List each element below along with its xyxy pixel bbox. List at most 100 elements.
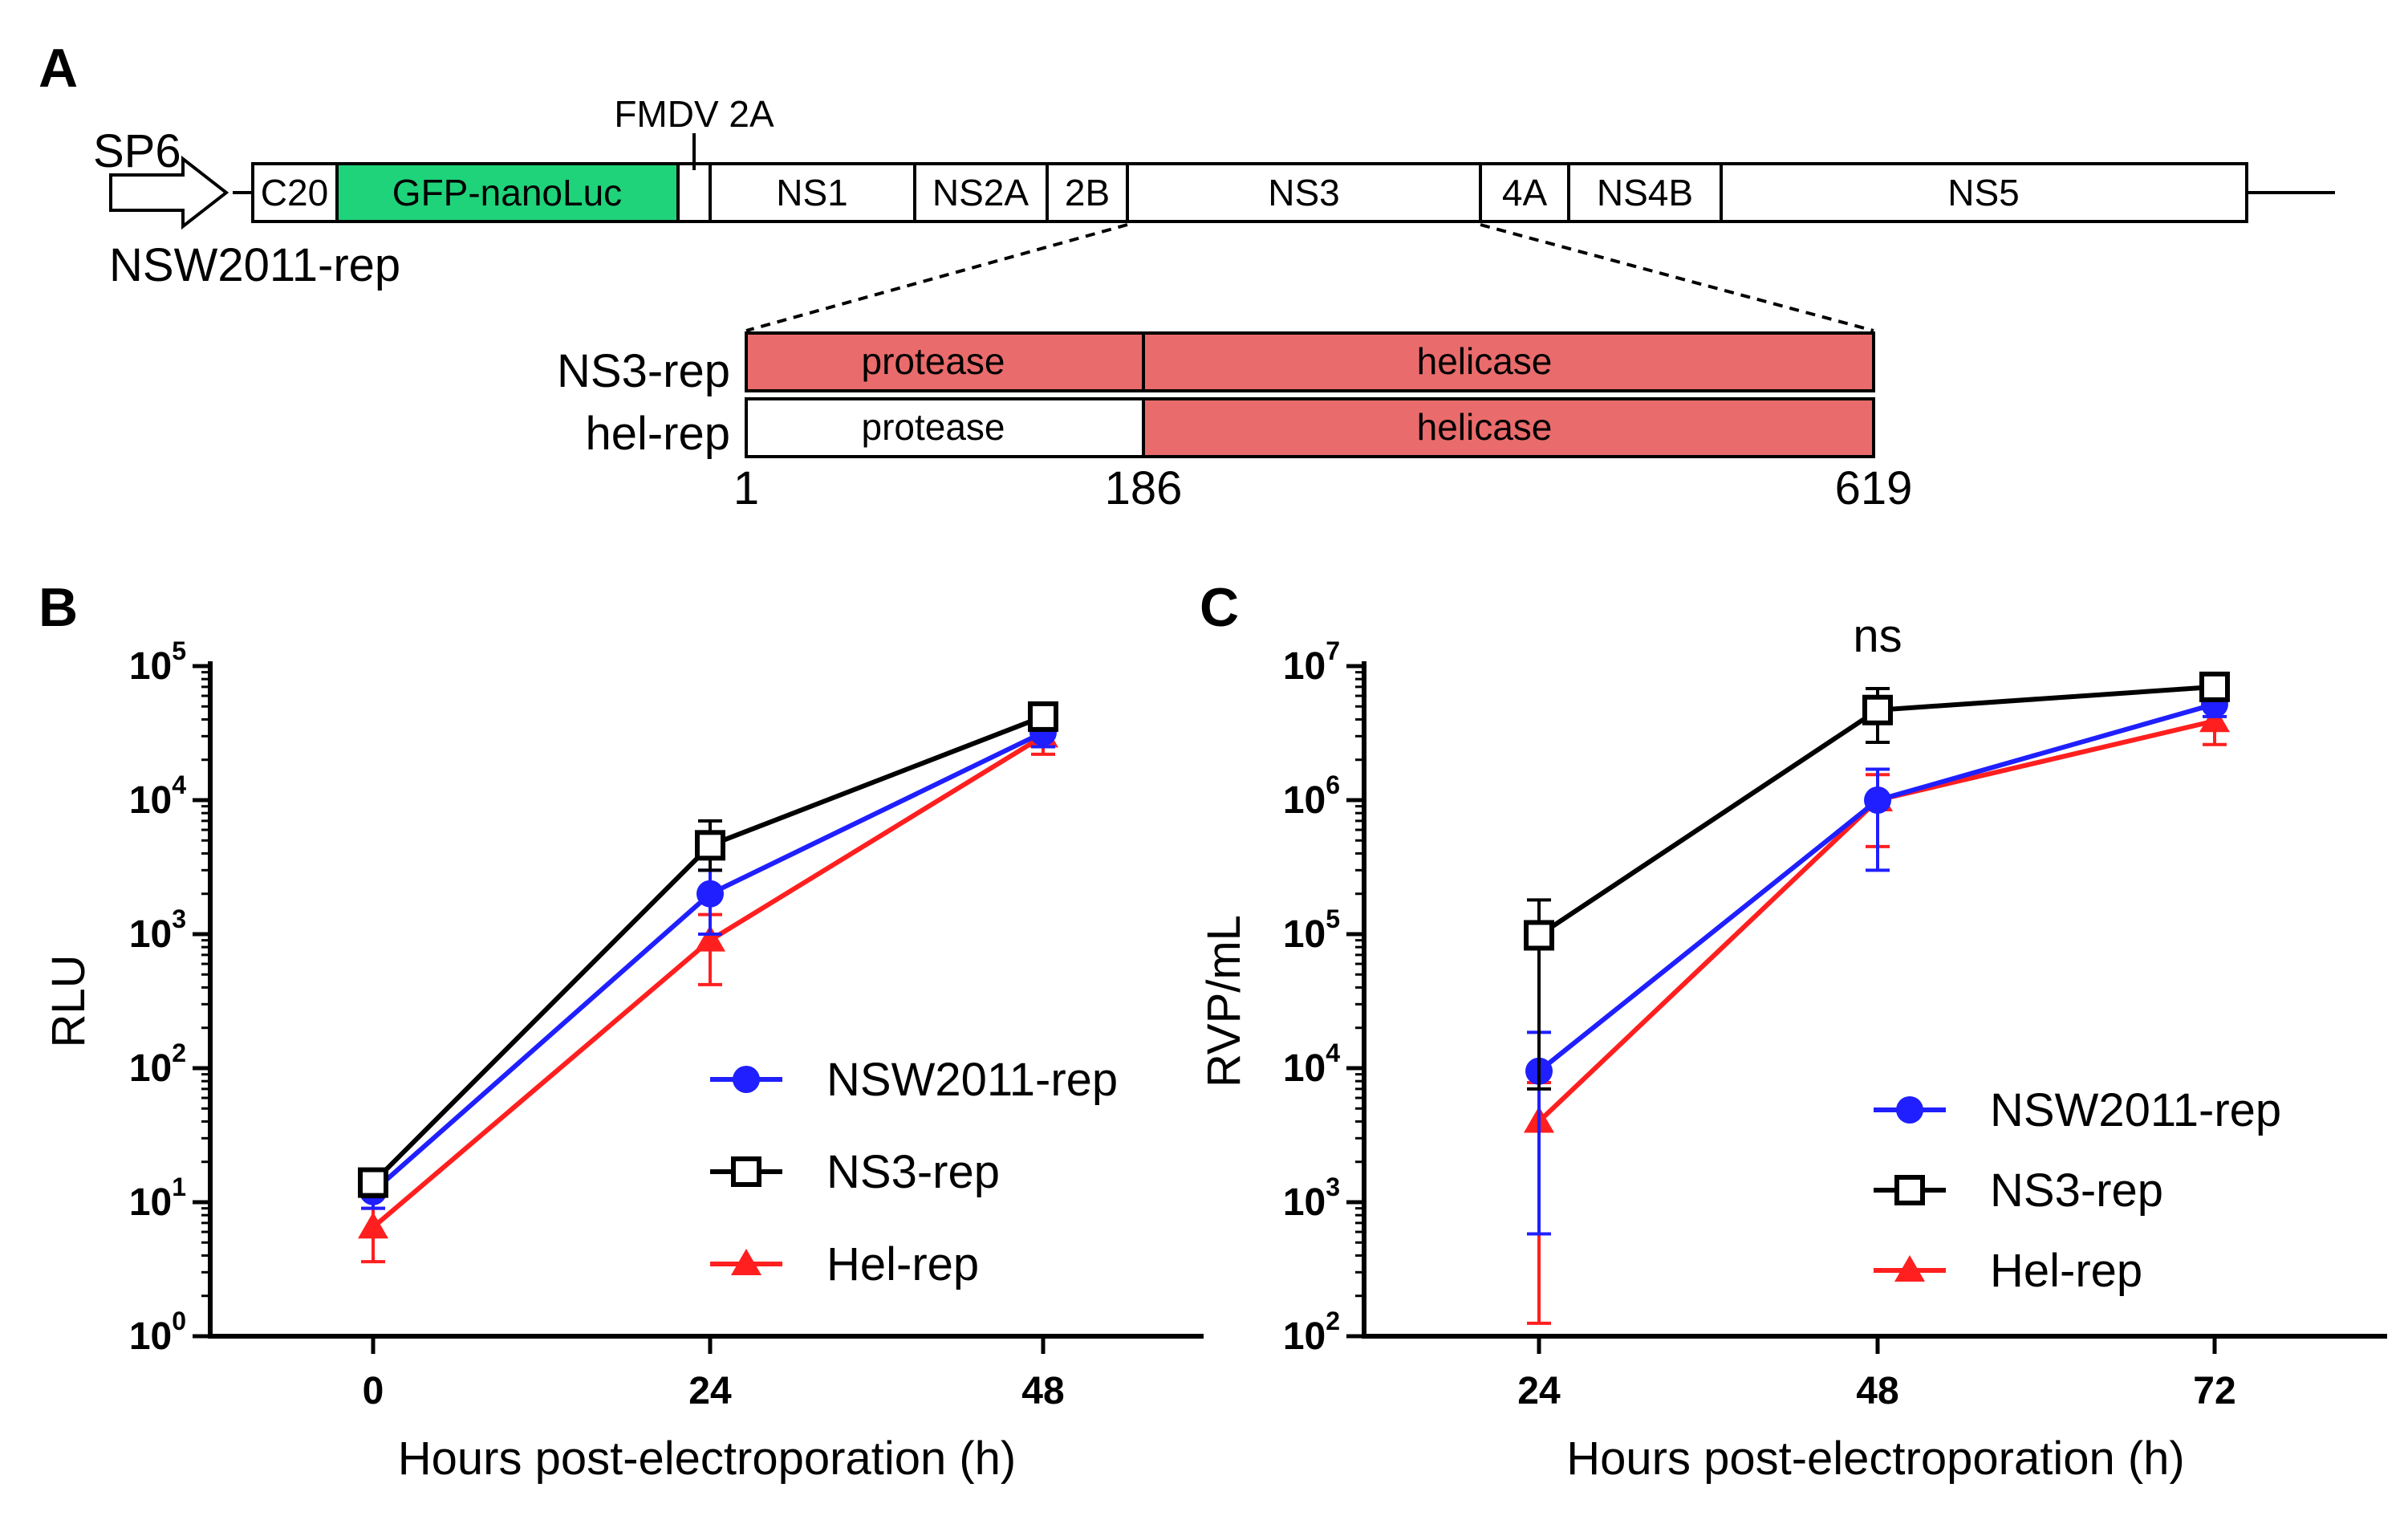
x-tick-label: 24 bbox=[688, 1370, 732, 1412]
expansion-line-left bbox=[745, 223, 1128, 332]
x-tick-label: 48 bbox=[1856, 1370, 1898, 1412]
segment-c20-label: C20 bbox=[261, 172, 328, 213]
data-point bbox=[1864, 786, 1891, 814]
x-axis-title: Hours post-electroporation (h) bbox=[1566, 1433, 2184, 1485]
y-tick-label: 105 bbox=[1283, 904, 1340, 956]
y-tick-label: 105 bbox=[129, 636, 186, 688]
data-point bbox=[2199, 705, 2230, 733]
series-ns3-rep bbox=[358, 701, 1058, 1199]
data-point bbox=[695, 830, 725, 861]
hel-rep-protease-box bbox=[745, 397, 1145, 458]
hel-rep-row-label: hel-rep bbox=[585, 408, 730, 460]
construct-name-label: NSW2011-rep bbox=[109, 239, 400, 291]
panel-a-letter: A bbox=[39, 38, 78, 99]
data-point bbox=[1028, 701, 1058, 732]
legend-label: NS3-rep bbox=[826, 1146, 1000, 1198]
y-tick-label: 104 bbox=[1283, 1038, 1340, 1090]
segment-ns1-label: NS1 bbox=[776, 172, 847, 213]
legend-marker bbox=[1896, 1096, 1923, 1124]
ns3-rep-protease-label: protease bbox=[861, 340, 1005, 382]
legend-label: NSW2011-rep bbox=[1990, 1084, 2281, 1136]
legend-marker bbox=[731, 1249, 761, 1275]
y-axis-title: RLU bbox=[43, 954, 95, 1047]
genome-segments: C20 GFP-nanoLuc NS1 NS2A 2B NS3 4A NS4B … bbox=[251, 162, 2248, 223]
segment-ns5 bbox=[1720, 162, 2248, 223]
position-label-start: 1 bbox=[733, 462, 759, 514]
ns3-rep-helicase-label: helicase bbox=[1417, 340, 1553, 382]
y-tick-label: 107 bbox=[1283, 636, 1340, 688]
fmdv-2a-label: FMDV 2A bbox=[614, 93, 774, 135]
legend-label: NSW2011-rep bbox=[826, 1054, 1118, 1106]
data-point bbox=[695, 925, 725, 952]
y-tick-label: 103 bbox=[1283, 1172, 1340, 1224]
legend: NSW2011-rep NS3-rep Hel-rep bbox=[710, 1054, 1118, 1290]
series-nsw2011-rep bbox=[359, 718, 1057, 1210]
y-tick-label: 106 bbox=[1283, 770, 1340, 822]
segment-2b bbox=[1046, 162, 1129, 223]
legend-marker bbox=[1894, 1175, 1925, 1205]
segment-ns2a bbox=[913, 162, 1049, 223]
panel-c-letter: C bbox=[1200, 577, 1239, 638]
sp6-promoter-arrow bbox=[109, 155, 229, 230]
data-point bbox=[2199, 671, 2230, 702]
legend-marker bbox=[731, 1156, 761, 1187]
segment-ns2a-label: NS2A bbox=[932, 172, 1029, 213]
expansion-line-right bbox=[1480, 223, 1874, 332]
segment-ns1 bbox=[709, 162, 916, 223]
segment-ns4b bbox=[1567, 162, 1723, 223]
segment-ns5-label: NS5 bbox=[1947, 172, 2019, 213]
panel-a: A SP6 NSW2011-rep C20 GFP-nanoLuc NS1 NS… bbox=[39, 38, 2335, 514]
legend-label: Hel-rep bbox=[826, 1238, 979, 1290]
legend-label: NS3-rep bbox=[1990, 1164, 2163, 1217]
promoter-label: SP6 bbox=[93, 125, 181, 177]
hel-rep-helicase-label: helicase bbox=[1417, 406, 1553, 448]
series-line bbox=[1537, 701, 2215, 1074]
segment-gfp-nanoluc-label: GFP-nanoLuc bbox=[392, 172, 622, 213]
hel-rep-protease-label: protease bbox=[861, 406, 1005, 448]
position-label-end: 619 bbox=[1835, 462, 1913, 514]
legend-marker bbox=[733, 1066, 760, 1093]
position-label-mid: 186 bbox=[1105, 462, 1183, 514]
series-line bbox=[372, 729, 1045, 1194]
x-tick-label: 24 bbox=[1517, 1370, 1561, 1412]
legend: NSW2011-rep NS3-rep Hel-rep bbox=[1874, 1084, 2281, 1297]
hel-rep-helicase-box bbox=[1142, 397, 1875, 458]
y-tick-label: 102 bbox=[129, 1038, 186, 1090]
segment-ns4b-label: NS4B bbox=[1597, 172, 1693, 213]
data-point bbox=[696, 880, 724, 908]
segment-ns3 bbox=[1126, 162, 1482, 223]
ns3-rep-row: NS3-rep protease helicase bbox=[557, 331, 1875, 397]
data-point bbox=[1524, 920, 1554, 951]
segment-4a-label: 4A bbox=[1502, 172, 1548, 213]
data-point bbox=[358, 1212, 388, 1239]
segment-4a bbox=[1479, 162, 1570, 223]
x-tick-label: 72 bbox=[2193, 1370, 2235, 1412]
y-axis-title: RVP/mL bbox=[1198, 915, 1250, 1087]
y-tick-label: 101 bbox=[129, 1172, 186, 1224]
ns3-rep-protease-box bbox=[745, 331, 1145, 392]
segment-c20 bbox=[251, 162, 339, 223]
x-tick-label: 0 bbox=[363, 1370, 384, 1412]
legend-label: Hel-rep bbox=[1990, 1245, 2142, 1297]
series-nsw2011-rep bbox=[1525, 690, 2228, 1236]
segment-2b-label: 2B bbox=[1065, 172, 1110, 213]
ns3-rep-helicase-box bbox=[1142, 331, 1875, 392]
series-ns3-rep bbox=[1524, 671, 2230, 1091]
segment-ns3-label: NS3 bbox=[1268, 172, 1339, 213]
data-point bbox=[1862, 694, 1893, 725]
panel-b-letter: B bbox=[39, 577, 78, 638]
y-tick-label: 100 bbox=[129, 1307, 186, 1358]
y-tick-label: 104 bbox=[129, 770, 186, 822]
segment-fmdv-2a bbox=[676, 162, 712, 223]
y-tick-label: 102 bbox=[1283, 1307, 1340, 1358]
legend-marker bbox=[1894, 1255, 1925, 1282]
hel-rep-row: hel-rep protease helicase bbox=[585, 397, 1875, 460]
y-tick-label: 103 bbox=[129, 904, 186, 956]
significance-annotation: ns bbox=[1853, 610, 1902, 662]
ns3-rep-row-label: NS3-rep bbox=[557, 345, 730, 397]
data-point bbox=[358, 1167, 388, 1198]
